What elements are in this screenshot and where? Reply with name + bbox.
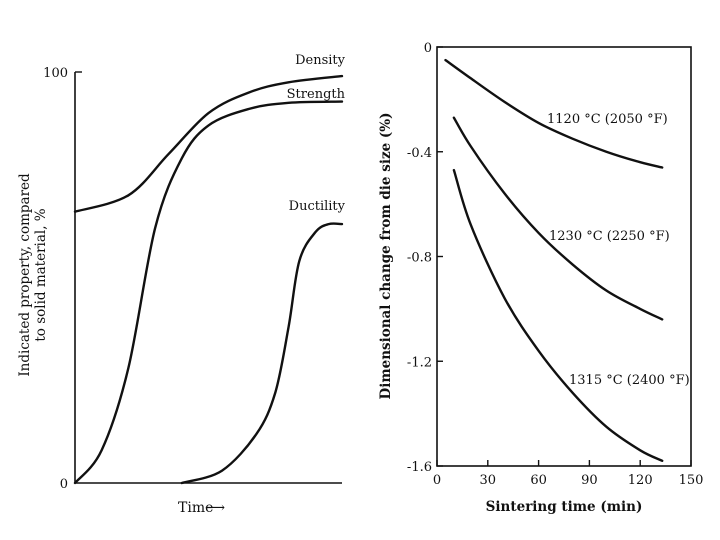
right-x-tick-label-150: 150: [679, 473, 704, 488]
series-label-1120c: 1120 °C (2050 °F): [547, 112, 668, 127]
series-label-1230c: 1230 °C (2250 °F): [549, 229, 670, 244]
left-y-axis-label-line2: to solid material, %: [33, 208, 49, 341]
density-curve: [73, 74, 344, 213]
right-x-axis-label: Sintering time (min): [486, 499, 643, 515]
series-label-1315c: 1315 °C (2400 °F): [569, 373, 690, 388]
right-x-tick-label-30: 30: [480, 473, 497, 488]
right-y-tick-label-0: 0: [424, 41, 432, 56]
right-y-tick-label--1.2: -1.2: [407, 355, 432, 370]
left-chart: 100 0 Time ⟶ Indicated property, compare…: [17, 53, 346, 516]
ductility-label: Ductility: [289, 199, 346, 214]
curve-1120c: [444, 58, 664, 169]
left-y-axis-label-line1: Indicated property, compared: [17, 173, 33, 377]
right-y-tick-label--1.6: -1.6: [407, 460, 432, 475]
ductility-curve: [180, 222, 344, 485]
density-label: Density: [295, 53, 346, 68]
left-x-axis-arrow: ⟶: [205, 500, 225, 516]
strength-label: Strength: [287, 87, 346, 102]
right-ticks: 0 30 60 90 120 150 0 -0.4 -0.8 -1.2 -1.6: [407, 41, 703, 488]
right-x-tick-label-90: 90: [581, 473, 598, 488]
left-x-axis-label: Time: [178, 500, 213, 516]
right-y-tick-label--0.8: -0.8: [407, 251, 432, 266]
right-x-tick-label-60: 60: [530, 473, 547, 488]
right-y-axis-label: Dimensional change from die size (%): [378, 112, 394, 399]
left-y-tick-label-0: 0: [60, 477, 68, 492]
right-y-tick-label--0.4: -0.4: [407, 146, 432, 161]
left-y-tick-label-100: 100: [43, 66, 68, 81]
curve-1315c: [452, 168, 664, 462]
right-x-tick-label-120: 120: [628, 473, 653, 488]
right-x-tick-label-0: 0: [433, 473, 441, 488]
strength-curve: [73, 100, 344, 485]
right-chart: 0 30 60 90 120 150 0 -0.4 -0.8 -1.2 -1.6 Dimension…: [378, 41, 703, 515]
curve-1230c: [452, 116, 664, 321]
